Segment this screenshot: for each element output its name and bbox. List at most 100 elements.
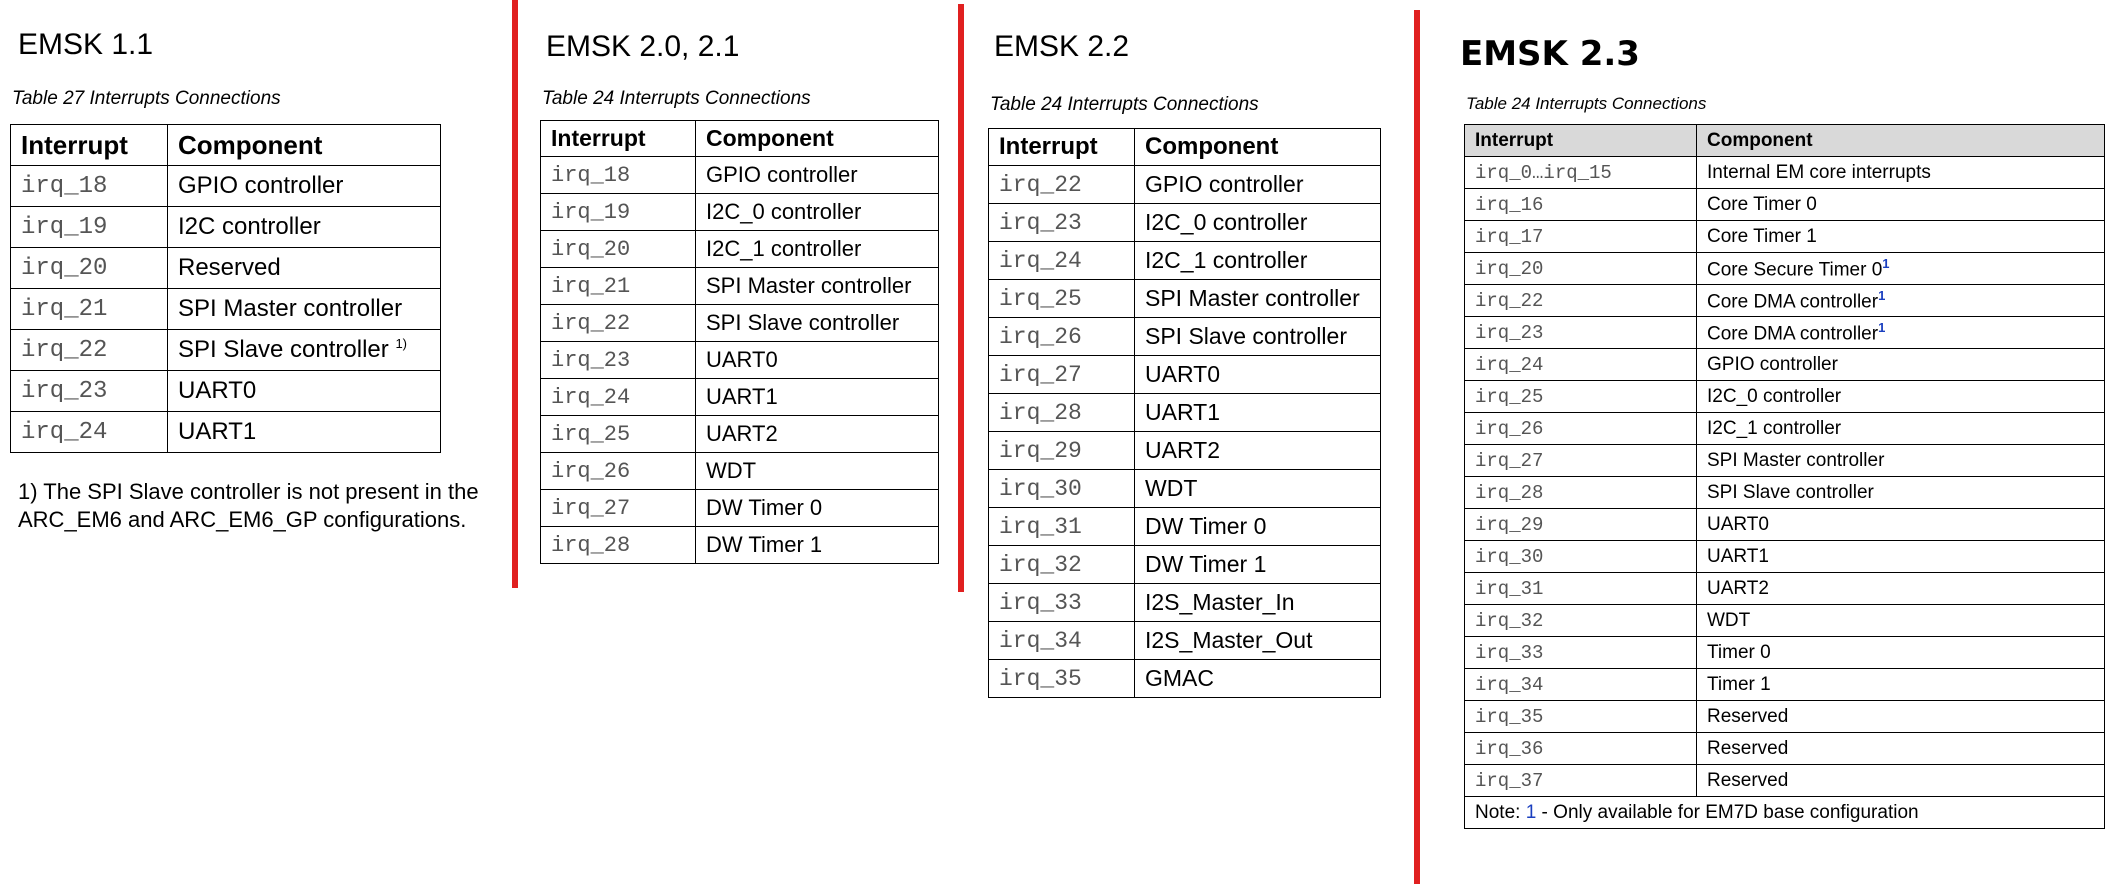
- interrupt-cell: irq_35: [988, 659, 1135, 698]
- component-cell: Timer 0: [1696, 636, 2105, 669]
- component-cell: Reserved: [1696, 732, 2105, 765]
- interrupt-cell: irq_31: [1464, 572, 1697, 605]
- table-row: irq_32 WDT: [1464, 604, 2105, 637]
- component-name: SPI Slave controller: [1145, 323, 1347, 349]
- component-name: WDT: [1145, 475, 1198, 501]
- table-row: irq_35 GMAC: [988, 659, 1381, 698]
- interrupt-cell: irq_24: [540, 378, 696, 416]
- interrupt-cell: irq_22: [1464, 284, 1697, 317]
- component-cell: SPI Master controller: [1134, 279, 1381, 318]
- component-cell: GMAC: [1134, 659, 1381, 698]
- table-row: irq_24 GPIO controller: [1464, 348, 2105, 381]
- footnote-line: ARC_EM6 and ARC_EM6_GP configurations.: [18, 507, 467, 532]
- table-body: irq_18 GPIO controller irq_19 I2C_0 control…: [540, 156, 939, 564]
- table-row: irq_34 I2S_Master_Out: [988, 621, 1381, 660]
- component-name: Timer 0: [1707, 641, 1771, 663]
- section-divider: [1414, 10, 1420, 884]
- interrupt-cell: irq_21: [540, 267, 696, 305]
- component-name: DW Timer 1: [706, 532, 823, 557]
- table-row: irq_17 Core Timer 1: [1464, 220, 2105, 253]
- component-name: UART2: [706, 421, 778, 446]
- component-name: SPI Master controller: [178, 295, 403, 322]
- component-cell: SPI Master controller: [695, 267, 939, 305]
- table-header-row: Interrupt Component: [10, 124, 441, 166]
- footnote-marker: 1: [1878, 287, 1886, 303]
- table-row: irq_19 I2C_0 controller: [540, 193, 939, 231]
- interrupt-cell: irq_30: [1464, 540, 1697, 573]
- component-name: WDT: [1707, 609, 1751, 631]
- table-row: irq_33 Timer 0: [1464, 636, 2105, 669]
- component-name: GPIO controller: [706, 162, 858, 187]
- component-cell: SPI Master controller: [167, 288, 441, 330]
- footnote-line: 1) The SPI Slave controller is not prese…: [18, 479, 479, 504]
- table-row: irq_26 I2C_1 controller: [1464, 412, 2105, 445]
- component-cell: I2S_Master_Out: [1134, 621, 1381, 660]
- column-header-interrupt: Interrupt: [1464, 124, 1697, 157]
- table-row: irq_29 UART2: [988, 431, 1381, 470]
- component-name: Reserved: [1707, 769, 1789, 791]
- interrupt-cell: irq_19: [540, 193, 696, 231]
- component-cell: UART1: [695, 378, 939, 416]
- component-cell: UART0: [167, 370, 441, 412]
- component-cell: I2C_0 controller: [1696, 380, 2105, 413]
- component-cell: SPI Slave controller: [1696, 476, 2105, 509]
- component-cell: Core DMA controller1: [1696, 284, 2105, 317]
- interrupt-cell: irq_32: [1464, 604, 1697, 637]
- component-cell: SPI Slave controller: [1134, 317, 1381, 356]
- panel-title: EMSK 1.1: [18, 28, 154, 61]
- interrupts-table: Interrupt Component irq_18 GPIO controlle…: [10, 124, 441, 453]
- interrupt-cell: irq_22: [10, 329, 168, 371]
- panel-title: EMSK 2.0, 2.1: [546, 30, 740, 63]
- component-cell: UART2: [695, 415, 939, 453]
- table-row: irq_25 SPI Master controller: [988, 279, 1381, 318]
- table-row: irq_31 UART2: [1464, 572, 2105, 605]
- component-cell: GPIO controller: [695, 156, 939, 194]
- interrupt-cell: irq_37: [1464, 764, 1697, 797]
- component-cell: DW Timer 0: [695, 489, 939, 527]
- table-body: irq_18 GPIO controller irq_19 I2C controlle…: [10, 165, 441, 453]
- component-name: I2C_1 controller: [1707, 417, 1842, 439]
- component-cell: UART0: [1134, 355, 1381, 394]
- component-cell: DW Timer 0: [1134, 507, 1381, 546]
- table-row: irq_37 Reserved: [1464, 764, 2105, 797]
- component-name: Core Secure Timer 0: [1707, 259, 1883, 281]
- component-name: Internal EM core interrupts: [1707, 161, 1931, 183]
- interrupt-cell: irq_34: [1464, 668, 1697, 701]
- note-prefix: Note:: [1475, 801, 1526, 823]
- table-row: irq_36 Reserved: [1464, 732, 2105, 765]
- component-cell: Reserved: [1696, 764, 2105, 797]
- component-name: SPI Master controller: [1707, 449, 1885, 471]
- table-note-row: Note: 1 - Only available for EM7D base c…: [1464, 796, 2105, 829]
- panel-title: EMSK 2.2: [994, 30, 1130, 63]
- interrupt-cell: irq_24: [1464, 348, 1697, 381]
- component-cell: UART1: [167, 411, 441, 453]
- component-name: SPI Slave controller: [706, 310, 900, 335]
- table-row: irq_33 I2S_Master_In: [988, 583, 1381, 622]
- component-name: DW Timer 1: [1145, 551, 1267, 577]
- component-cell: Reserved: [167, 247, 441, 289]
- table-row: irq_35 Reserved: [1464, 700, 2105, 733]
- table-row: irq_19 I2C controller: [10, 206, 441, 248]
- table-header-row: Interrupt Component: [1464, 124, 2105, 157]
- interrupt-cell: irq_36: [1464, 732, 1697, 765]
- column-header-component: Component: [695, 120, 939, 157]
- table-row: irq_21 SPI Master controller: [540, 267, 939, 305]
- component-name: GPIO controller: [1707, 353, 1838, 375]
- table-row: irq_22 SPI Slave controller: [540, 304, 939, 342]
- component-name: I2C_0 controller: [706, 199, 862, 224]
- component-cell: WDT: [1134, 469, 1381, 508]
- table-row: irq_30 WDT: [988, 469, 1381, 508]
- interrupt-cell: irq_21: [10, 288, 168, 330]
- component-name: I2C_0 controller: [1145, 209, 1308, 235]
- component-name: GPIO controller: [178, 172, 344, 199]
- table-row: irq_23 I2C_0 controller: [988, 203, 1381, 242]
- component-cell: SPI Slave controller: [695, 304, 939, 342]
- component-cell: I2C_0 controller: [1134, 203, 1381, 242]
- component-cell: Timer 1: [1696, 668, 2105, 701]
- table-row: irq_20 Core Secure Timer 01: [1464, 252, 2105, 285]
- section-divider: [512, 0, 518, 588]
- component-name: UART0: [706, 347, 778, 372]
- table-row: irq_24 UART1: [540, 378, 939, 416]
- interrupt-cell: irq_20: [1464, 252, 1697, 285]
- component-cell: Core DMA controller1: [1696, 316, 2105, 349]
